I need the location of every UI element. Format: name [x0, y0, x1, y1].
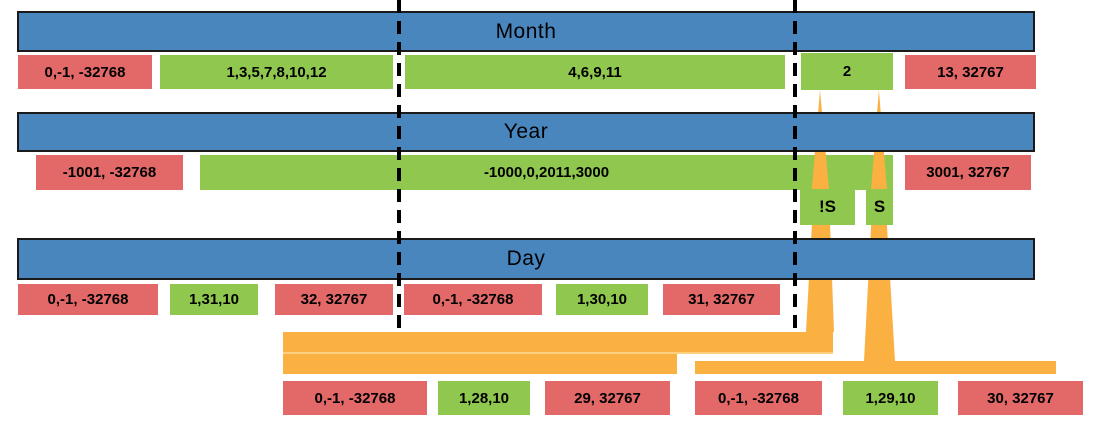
dashed-divider-right	[793, 0, 797, 331]
feb29-invalid-low-box: 0,-1, -32768	[695, 381, 822, 415]
month-30-day-months-box: 4,6,9,11	[405, 55, 785, 89]
year-invalid-low-box: -1001, -32768	[36, 155, 183, 190]
month-invalid-high-box: 13, 32767	[905, 55, 1036, 89]
year-title: Year	[503, 120, 549, 143]
day-bar: Day	[17, 238, 1035, 280]
leap-year-box: S	[866, 189, 893, 225]
feb29-invalid-high-box: 30, 32767	[958, 381, 1083, 415]
year-bar: Year	[17, 112, 1035, 152]
feb28-invalid-low-box: 0,-1, -32768	[283, 381, 427, 415]
feb-nonleap-group-bracket-lower	[283, 353, 677, 374]
month-bar: Month	[17, 11, 1035, 52]
day31-valid-box: 1,31,10	[170, 284, 258, 315]
feb28-valid-box: 1,28,10	[438, 381, 530, 415]
day-title: Day	[506, 247, 546, 270]
month-31-day-months-box: 1,3,5,7,8,10,12	[160, 55, 393, 89]
feb-leap-group-bracket	[695, 361, 1056, 374]
day30-invalid-high-box: 31, 32767	[663, 284, 780, 315]
feb28-invalid-high-box: 29, 32767	[545, 381, 670, 415]
bracket-seam-line	[283, 352, 833, 354]
day31-invalid-high-box: 32, 32767	[275, 284, 393, 315]
year-invalid-high-box: 3001, 32767	[905, 155, 1031, 190]
month-title: Month	[495, 19, 557, 43]
month-invalid-low-box: 0,-1, -32768	[18, 55, 152, 89]
not-leap-year-box: !S	[800, 189, 855, 225]
day30-valid-box: 1,30,10	[556, 284, 648, 315]
feb29-valid-box: 1,29,10	[843, 381, 938, 415]
day31-invalid-low-box: 0,-1, -32768	[18, 284, 158, 315]
year-valid-range-box: -1000,0,2011,3000	[200, 155, 893, 190]
dashed-divider-left	[397, 0, 401, 331]
month-february-box: 2	[801, 53, 893, 90]
feb-nonleap-group-bracket-upper	[283, 332, 833, 353]
day30-invalid-low-box: 0,-1, -32768	[404, 284, 542, 315]
